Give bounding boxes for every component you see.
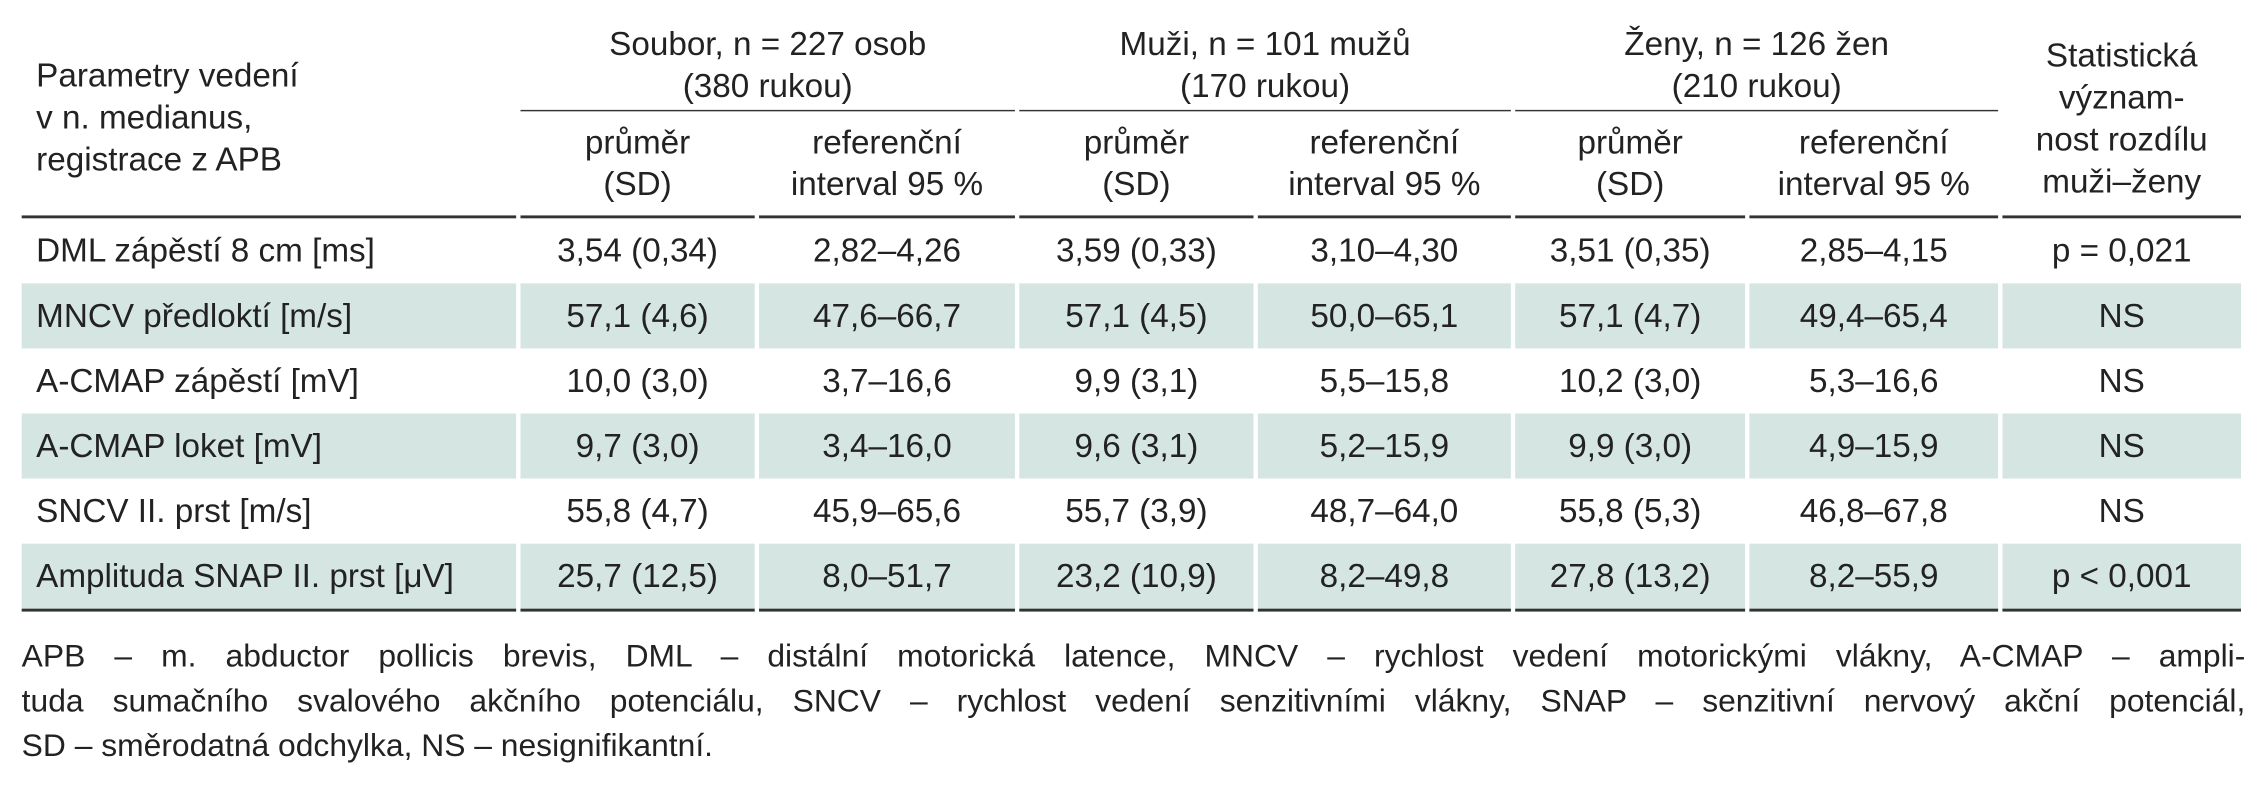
cell: NS [2002,283,2241,349]
header-line: Soubor, n = 227 osob [609,24,927,63]
header-line: interval 95 % [1777,164,1970,203]
cell: 2,85–4,15 [1799,231,1948,269]
row-label-header: Parametry vedení v n. medianus, registrace… [21,20,517,219]
group-header: Soubor, n = 227 osob (380 rukou) [520,20,1015,112]
cell: NS [2002,413,2241,479]
subheader: referenční interval 95 % [1257,111,1511,219]
cell: 9,9 (3,1) [1074,361,1199,400]
data-row: DML zápěstí 8 cm [ms] 3,54 (0,34) 2,82–4,2… [22,218,2241,283]
cell: 4,9–15,9 [1749,413,1999,479]
cell: 57,1 (4,7) [1515,283,1746,349]
subheader-row: průměr (SD) referenční interval 95 % průměr(… [22,111,2241,219]
cell: 10,2 (3,0) [1558,361,1702,400]
cell: 55,8 (5,3) [1558,491,1702,530]
cell: 3,51 (0,35) [1549,231,1711,269]
data-row: MNCV předloktí [m/s] 57,1 (4,6) 47,6–66,7 5… [21,283,2241,349]
footnote-line: APB – m. abductor pollicis brevis, DML –… [21,637,2246,674]
cell: 5,2–15,9 [1257,413,1511,479]
cell: 2,82–4,26 [813,231,961,269]
cell: 55,8 (4,7) [566,491,709,530]
cell: p < 0,001 [2002,543,2241,612]
cell: 49,4–65,4 [1749,283,1999,349]
row-label: MNCV předloktí [m/s] [21,283,517,349]
cell: NS [2098,361,2145,400]
cell: 23,2 (10,9) [1019,543,1254,612]
header-line: průměr [584,122,691,161]
header-line: registrace z APB [36,140,282,178]
cell: NS [2098,491,2145,530]
cell: 3,7–16,6 [822,361,952,400]
subheader: průměr (SD) [1515,111,1746,219]
cell: 50,0–65,1 [1257,283,1511,349]
header-line: Ženy, n = 126 žen [1624,24,1889,63]
header-line: referenční [1798,122,1949,161]
subheader: průměr (SD) [1019,111,1254,219]
header-line: význam- [2058,77,2185,115]
cell: 9,6 (3,1) [1019,413,1254,479]
cell: 47,6–66,7 [759,283,1015,349]
footnote-line: tuda sumačního svalového akčního potenci… [21,682,2246,719]
cell: 5,5–15,8 [1319,361,1450,400]
group-header: Muži, n = 101 mužů (170 rukou) [1019,20,1511,112]
header-line: Muži, n = 101 mužů [1119,24,1411,63]
footnote-line: SD – směrodatná odchylka, NS – nesignifi… [21,727,714,764]
cell: 8,0–51,7 [759,543,1015,612]
row-label: DML zápěstí 8 cm [ms] [36,231,375,269]
cell: p = 0,021 [2051,231,2192,269]
header-line: průměr [1083,122,1190,161]
cell: 8,2–55,9 [1749,543,1999,612]
cell: 57,1 (4,5) [1019,283,1254,349]
header-row: Parametry vedení v n. medianus, registrace… [21,20,2241,219]
header-line: referenční [1309,122,1460,161]
footnote: APB – m. abductor pollicis brevis, DML –… [22,633,2246,767]
header-line: nost rozdílu [2035,119,2208,157]
data-row: A-CMAP zápěstí [mV] 10,0 (3,0) 3,7–16,6 9,9… [22,348,2241,413]
header-line: v n. medianus, [36,98,253,136]
data-row: Amplituda SNAP II. prst [μV] 25,7 (12,5) 8… [21,543,2241,612]
header-line: Parametry vedení [36,56,299,94]
header-line: Statistická [2045,35,2198,74]
header-line: (210 rukou) [1671,66,1842,105]
header-line: (SD) [1102,164,1171,203]
data-row: A-CMAP loket [mV] 9,7 (3,0) 3,4–16,0 9,6 (3… [21,413,2241,479]
cell: 10,0 (3,0) [566,361,709,400]
cell: 57,1 (4,6) [520,283,755,349]
cell: 8,2–49,8 [1257,543,1511,612]
cell: 46,8–67,8 [1799,491,1948,530]
header-line: interval 95 % [790,164,984,203]
row-label: A-CMAP zápěstí [mV] [36,361,359,400]
header-line: muži–ženy [2042,161,2202,199]
cell: 25,7 (12,5) [520,543,755,612]
cell: 3,54 (0,34) [557,231,719,269]
header-line: (380 rukou) [682,66,853,105]
subheader: referenční interval 95 % [1749,111,1999,219]
cell: 9,9 (3,0) [1515,413,1746,479]
header-line: interval 95 % [1288,164,1481,203]
cell: 9,7 (3,0) [520,413,755,479]
cell: 3,59 (0,33) [1055,231,1217,269]
header-line: (SD) [1595,164,1665,203]
subheader: průměr (SD) [520,111,755,219]
cell: 48,7–64,0 [1310,491,1459,530]
row-label: SNCV II. prst [m/s] [36,491,312,530]
header-line: průměr [1577,122,1683,161]
data-row: SNCV II. prst [m/s] 55,8 (4,7) 45,9–65,6 55… [22,479,2241,544]
data-table: Parametry vedení v n. medianus, registrace… [17,20,2245,612]
header-line: (170 rukou) [1180,66,1351,105]
cell: 45,9–65,6 [813,491,961,530]
header-line: (SD) [603,164,672,203]
subheader: referenční interval 95 % [759,111,1015,219]
cell: 55,7 (3,9) [1065,491,1208,530]
significance-header: Statistická význam-nost rozdílu muži–ženy [2002,20,2241,219]
group-header: Ženy, n = 126 žen (210 rukou) [1515,20,1999,112]
row-label: A-CMAP loket [mV] [21,413,517,479]
cell: 5,3–16,6 [1809,361,1939,400]
cell: 3,4–16,0 [759,413,1015,479]
cell: 3,10–4,30 [1310,231,1459,269]
header-line: referenční [812,122,962,161]
cell: 27,8 (13,2) [1515,543,1746,612]
row-label: Amplituda SNAP II. prst [μV] [21,543,517,612]
